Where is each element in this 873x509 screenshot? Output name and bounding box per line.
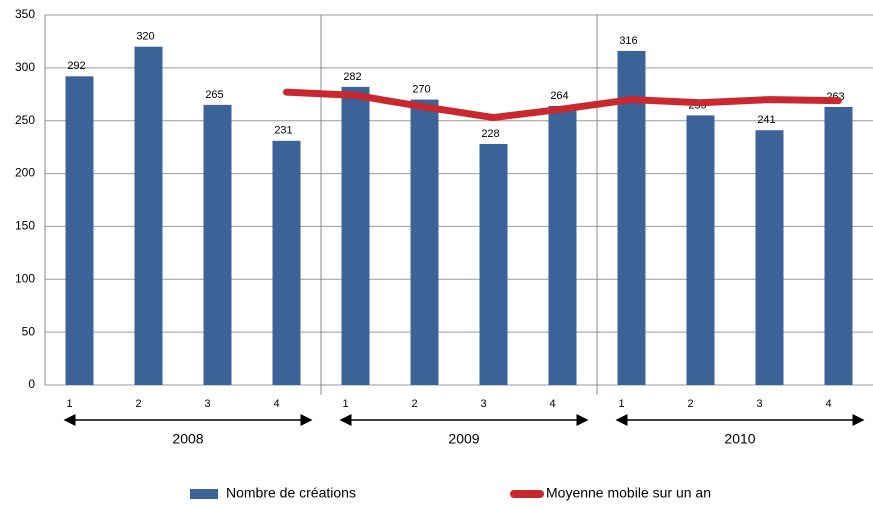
x-tick-label: 2 bbox=[411, 398, 417, 410]
data-label: 292 bbox=[67, 60, 85, 72]
data-label: 265 bbox=[205, 89, 223, 101]
x-tick-label: 1 bbox=[618, 398, 624, 410]
x-tick-label: 4 bbox=[825, 398, 831, 410]
y-tick-label: 0 bbox=[28, 377, 35, 391]
data-label: 270 bbox=[412, 83, 430, 95]
bar bbox=[548, 105, 577, 386]
x-tick-label: 3 bbox=[480, 398, 486, 410]
bar bbox=[824, 106, 853, 385]
bar bbox=[617, 50, 646, 385]
bar bbox=[134, 46, 163, 385]
bar bbox=[686, 115, 715, 385]
legend-label: Moyenne mobile sur un an bbox=[546, 485, 711, 501]
group-label: 2010 bbox=[724, 431, 755, 447]
y-tick-label: 300 bbox=[15, 60, 35, 74]
x-tick-label: 4 bbox=[549, 398, 555, 410]
data-label: 282 bbox=[343, 71, 361, 83]
group-label: 2008 bbox=[172, 431, 203, 447]
y-tick-label: 200 bbox=[15, 166, 35, 180]
x-tick-label: 3 bbox=[756, 398, 762, 410]
legend-swatch bbox=[190, 489, 218, 499]
data-label: 316 bbox=[619, 35, 637, 47]
x-tick-label: 2 bbox=[135, 398, 141, 410]
x-tick-label: 4 bbox=[273, 398, 279, 410]
data-label: 231 bbox=[274, 125, 292, 137]
group-label: 2009 bbox=[448, 431, 479, 447]
bar bbox=[341, 86, 370, 385]
bar bbox=[272, 140, 301, 385]
y-tick-label: 100 bbox=[15, 271, 35, 285]
bar bbox=[755, 130, 784, 385]
line bbox=[283, 88, 842, 122]
y-tick-label: 350 bbox=[15, 7, 35, 21]
data-label: 241 bbox=[757, 114, 775, 126]
y-tick-label: 50 bbox=[22, 324, 36, 338]
data-label: 228 bbox=[481, 128, 499, 140]
bar bbox=[479, 143, 508, 385]
legend-label: Nombre de créations bbox=[226, 485, 356, 501]
bar bbox=[410, 99, 439, 386]
x-tick-label: 2 bbox=[687, 398, 693, 410]
x-tick-label: 1 bbox=[66, 398, 72, 410]
y-tick-label: 150 bbox=[15, 219, 35, 233]
data-label: 264 bbox=[550, 90, 568, 102]
data-label: 320 bbox=[136, 31, 154, 43]
x-tick-label: 3 bbox=[204, 398, 210, 410]
x-tick-label: 1 bbox=[342, 398, 348, 410]
bar bbox=[65, 76, 94, 386]
y-tick-label: 250 bbox=[15, 113, 35, 127]
bar bbox=[203, 104, 232, 385]
